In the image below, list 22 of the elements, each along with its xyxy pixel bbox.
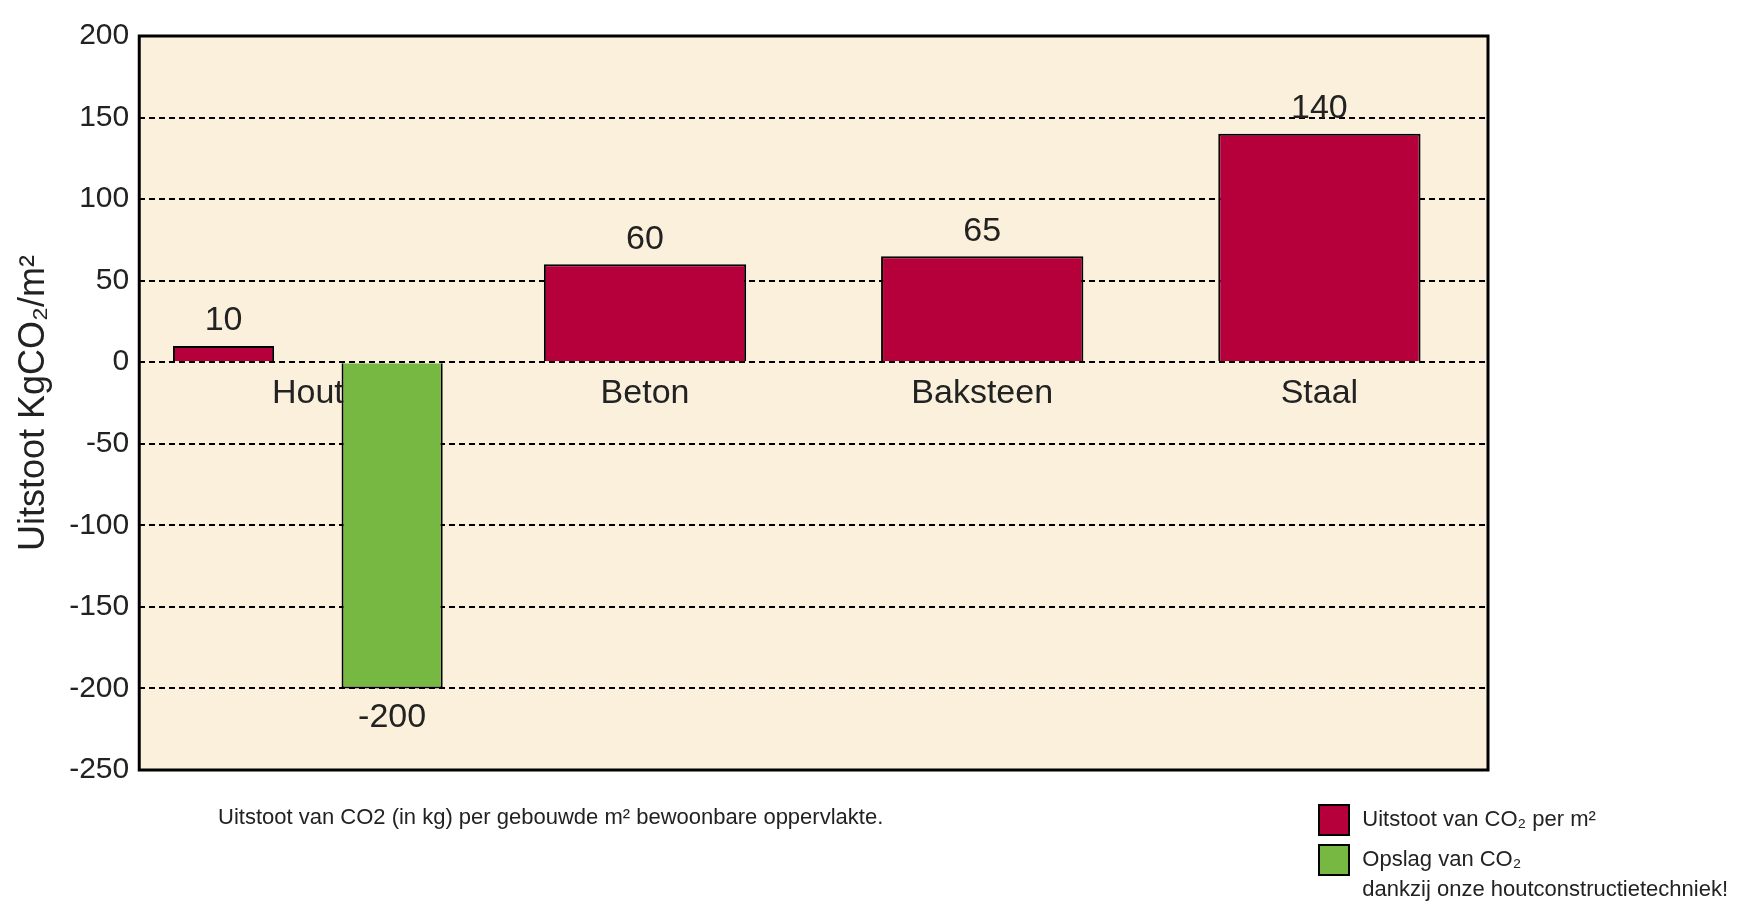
y-tick-label: 50 [95,261,130,295]
y-tick-label: -100 [69,506,130,540]
y-tick-label: 0 [112,343,130,377]
legend-label: Opslag van CO₂ dankzij onze houtconstructietechniek! [1362,845,1728,903]
data-label: 140 [1291,87,1348,126]
y-tick-label: -200 [69,669,130,703]
legend-label: Uitstoot van CO₂ per m² [1362,805,1596,833]
text: Uitstoot van CO2 (in kg) per gebouwde m² bewoonbare oppervlakte. [218,804,884,830]
data-label: 10 [204,299,243,338]
y-tick-label: 200 [79,17,130,51]
y-tick-label: 150 [79,98,130,132]
data-label: -200 [358,695,427,734]
x-tick-label: Baksteen [911,371,1054,410]
y-tick-label: -250 [69,751,130,785]
y-tick-label: -50 [85,425,130,459]
data-label: 60 [626,217,664,256]
y-tick-label: 100 [79,180,130,214]
x-tick-label: Beton [600,371,690,410]
x-tick-label: Staal [1280,371,1359,410]
data-label: 65 [963,209,1002,248]
y-tick-label: -150 [69,588,130,622]
y-axis-title: Uitstoot KgCO₂/m² [10,254,52,552]
